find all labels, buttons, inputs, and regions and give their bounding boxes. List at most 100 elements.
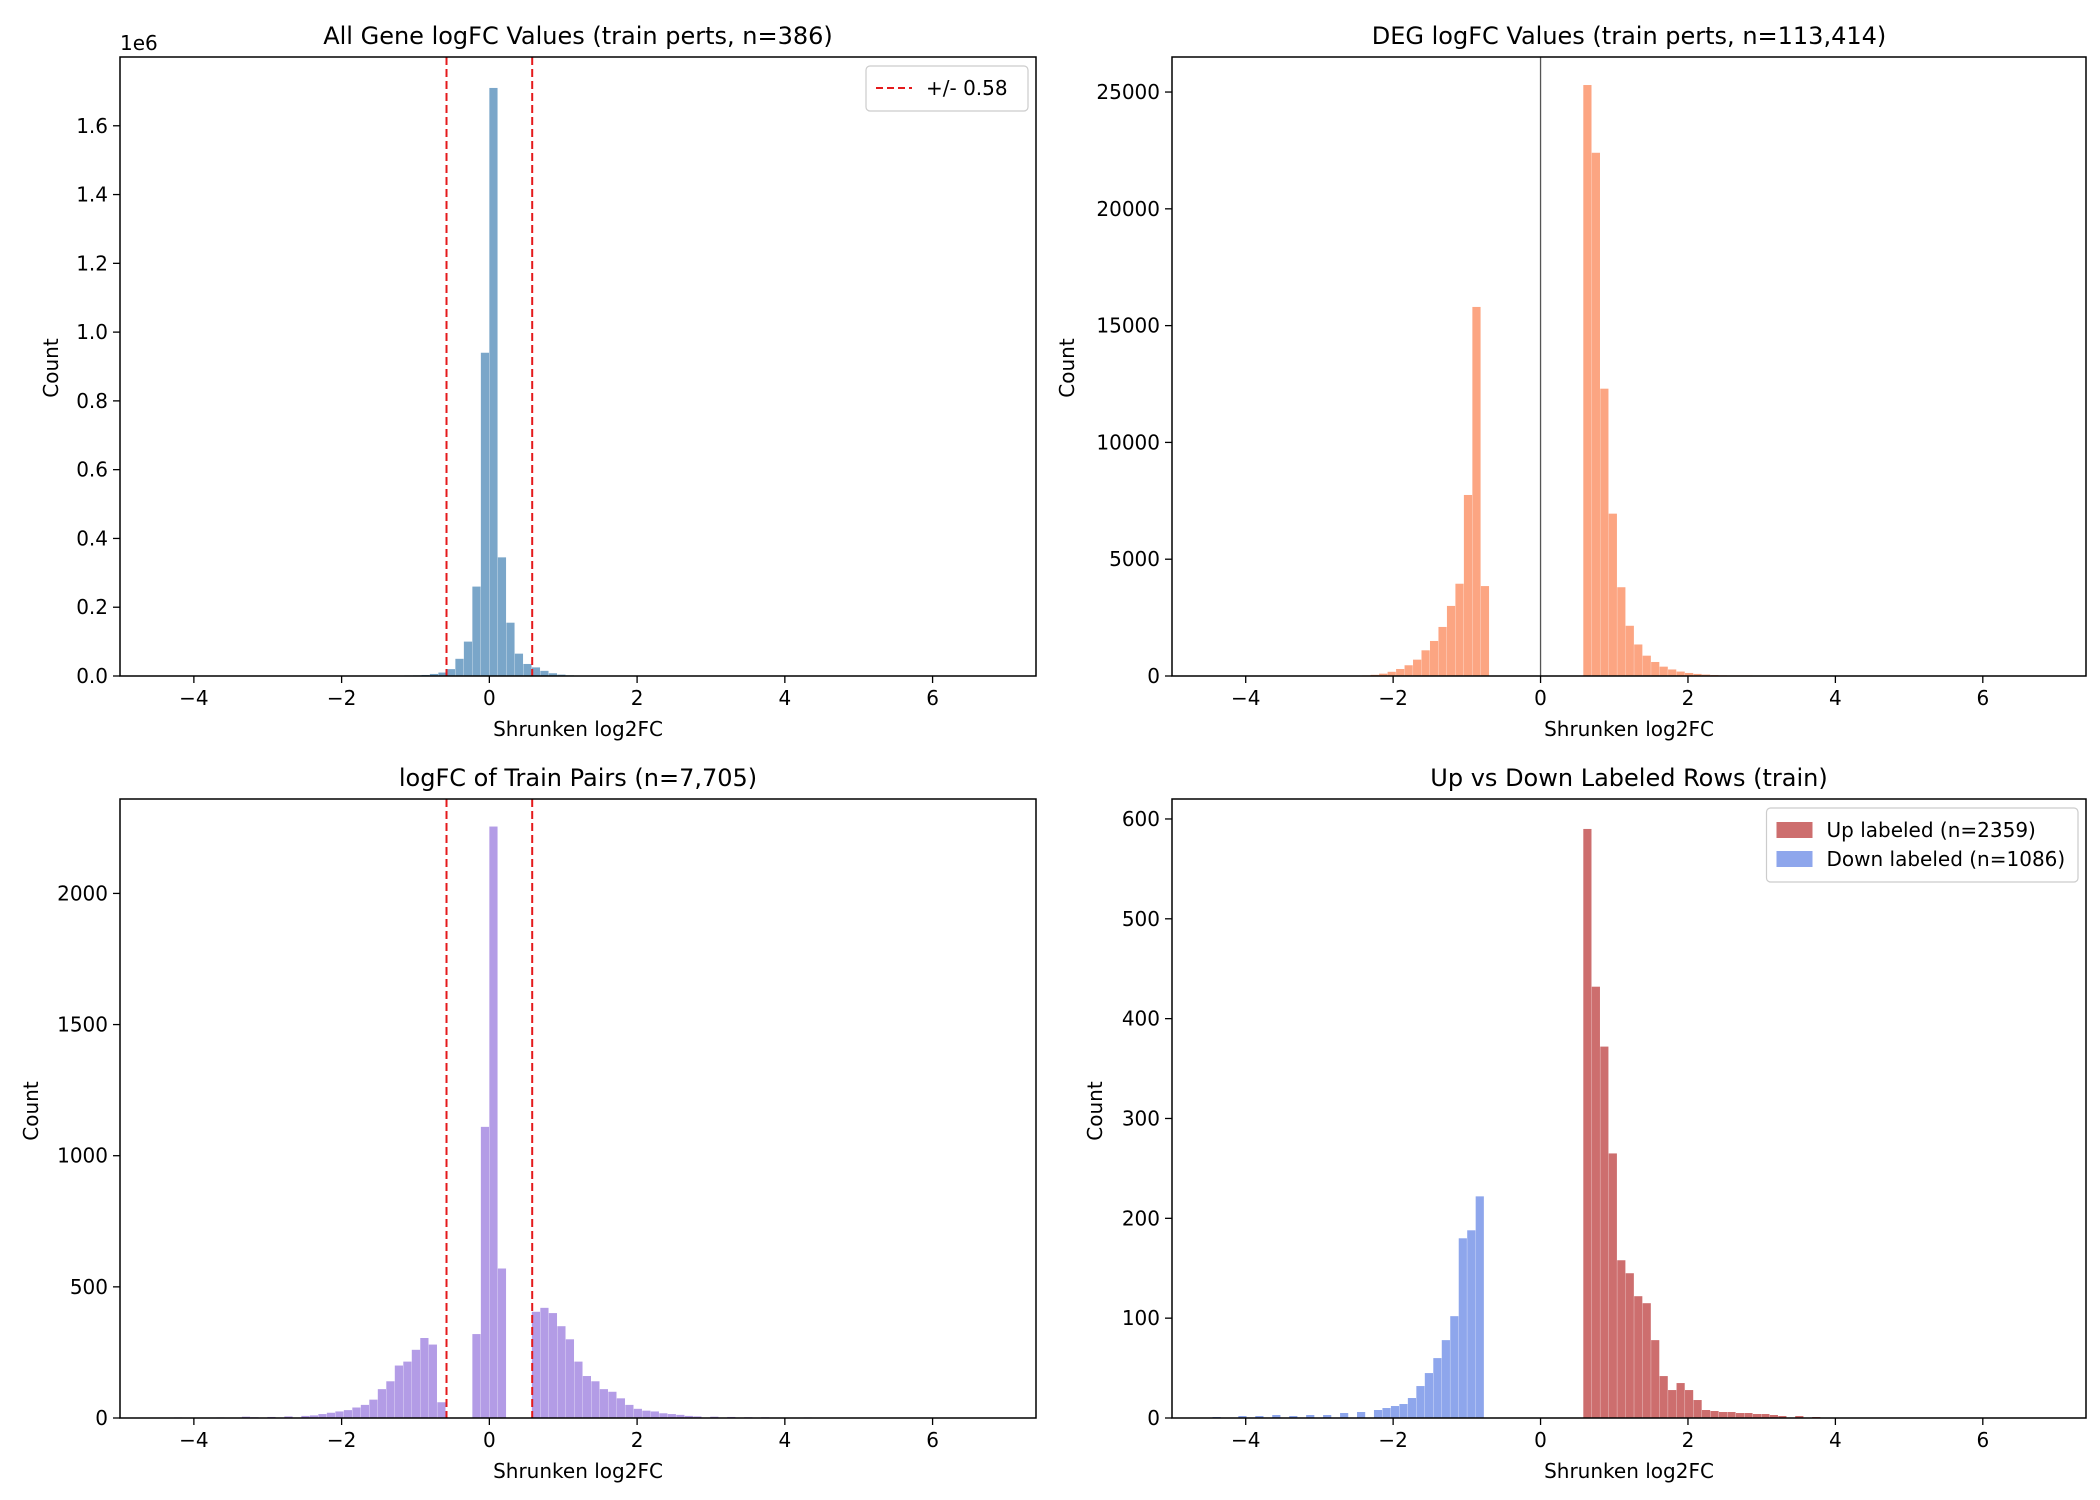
histogram-bar bbox=[1382, 1408, 1391, 1418]
y-tick-label: 1.6 bbox=[76, 114, 108, 138]
histogram-bar bbox=[1340, 1413, 1349, 1418]
histogram-bar bbox=[377, 1389, 387, 1418]
x-axis-label: Shrunken log2FC bbox=[1544, 717, 1714, 741]
y-tick-label: 0 bbox=[1147, 664, 1160, 688]
legend-label: +/- 0.58 bbox=[926, 76, 1008, 100]
histogram-bar bbox=[1685, 1390, 1694, 1418]
panel-train-pairs: logFC of Train Pairs (n=7,705) Count Shr… bbox=[19, 764, 1037, 1483]
y-tick-label: 0.2 bbox=[76, 595, 108, 619]
y-tick-label: 25000 bbox=[1096, 80, 1160, 104]
histogram-bar bbox=[1591, 152, 1600, 676]
histogram-bar bbox=[352, 1407, 361, 1418]
histogram-bar bbox=[386, 1381, 395, 1418]
axes-frame bbox=[119, 56, 1037, 677]
histogram-bar bbox=[1761, 1414, 1770, 1418]
histogram-bar bbox=[1421, 650, 1430, 676]
histogram-bar bbox=[420, 1338, 429, 1418]
y-tick-label: 0.8 bbox=[76, 389, 108, 413]
histogram-bar bbox=[326, 1412, 336, 1418]
x-tick-label: 6 bbox=[1976, 1428, 1989, 1452]
histogram-bar bbox=[1475, 1196, 1484, 1418]
histogram-bar bbox=[438, 672, 447, 676]
histogram-bar bbox=[480, 1126, 490, 1418]
histogram-bar bbox=[514, 653, 524, 676]
legend: +/- 0.58 bbox=[865, 65, 1029, 112]
histogram-bar bbox=[1795, 1416, 1804, 1418]
histogram-bar bbox=[650, 1411, 659, 1418]
histogram-bar bbox=[360, 1404, 370, 1418]
histogram-bar bbox=[557, 1326, 566, 1418]
histogram-bar bbox=[667, 1414, 676, 1418]
histogram-bar bbox=[1407, 1398, 1417, 1418]
legend-swatch bbox=[1776, 851, 1813, 867]
histogram-bar bbox=[565, 1339, 575, 1418]
histogram-bar bbox=[1416, 1386, 1425, 1418]
y-tick-label: 500 bbox=[70, 1275, 108, 1299]
histogram-bar bbox=[531, 1311, 541, 1418]
histogram-bar bbox=[1357, 1412, 1366, 1418]
histogram-bar bbox=[1306, 1415, 1315, 1418]
x-tick-label: 6 bbox=[1976, 686, 1989, 710]
histogram-bar bbox=[1429, 640, 1439, 676]
histogram-bar bbox=[437, 1402, 446, 1418]
bars bbox=[1212, 828, 1821, 1418]
histogram-bar bbox=[403, 1361, 412, 1418]
histogram-bar bbox=[472, 586, 481, 676]
y-tick-label: 0.0 bbox=[76, 664, 108, 688]
histogram-bar bbox=[1390, 1406, 1400, 1418]
y-tick-label: 0.4 bbox=[76, 526, 108, 550]
histogram-bar bbox=[1625, 1273, 1634, 1418]
histogram-bar bbox=[1617, 587, 1626, 676]
histogram-bar bbox=[625, 1404, 634, 1418]
x-tick-label: −2 bbox=[1378, 686, 1407, 710]
histogram-bar bbox=[1600, 1046, 1609, 1418]
y-tick-label: 1.4 bbox=[76, 183, 108, 207]
histogram-bar bbox=[489, 87, 498, 676]
panel-title: All Gene logFC Values (train perts, n=38… bbox=[323, 22, 833, 50]
histogram-bar bbox=[1404, 665, 1413, 676]
legend-box bbox=[865, 65, 1029, 112]
histogram-bar bbox=[455, 658, 464, 676]
histogram-bar bbox=[429, 673, 439, 676]
histogram-bar bbox=[616, 1398, 625, 1418]
histogram-bar bbox=[1441, 1340, 1450, 1418]
x-tick-label: 0 bbox=[483, 686, 496, 710]
x-tick-label: 2 bbox=[631, 686, 644, 710]
histogram-bar bbox=[318, 1414, 327, 1418]
histogram-bar bbox=[309, 1415, 319, 1418]
histogram-bar bbox=[394, 1365, 403, 1418]
x-tick-label: −2 bbox=[1378, 1428, 1407, 1452]
histogram-bar bbox=[1450, 1316, 1459, 1418]
y-axis-label: Count bbox=[19, 1081, 43, 1141]
histogram-bar bbox=[1238, 1416, 1247, 1418]
histogram-bar bbox=[1433, 1358, 1442, 1418]
histogram-bar bbox=[1693, 673, 1702, 676]
histogram-bar bbox=[497, 1268, 507, 1418]
x-tick-label: 0 bbox=[1534, 686, 1547, 710]
histogram-bar bbox=[1659, 1376, 1668, 1418]
histogram-bar bbox=[1323, 1415, 1332, 1418]
histogram-bar bbox=[642, 1410, 651, 1418]
histogram-bar bbox=[428, 1344, 437, 1418]
histogram-bar bbox=[531, 667, 541, 676]
histogram-bar bbox=[446, 669, 456, 676]
histogram-bar bbox=[548, 1313, 558, 1418]
y-tick-label: 300 bbox=[1122, 1106, 1160, 1130]
histogram-bar bbox=[1446, 605, 1456, 676]
axes-frame bbox=[1171, 56, 2087, 677]
histogram-bar bbox=[1373, 1410, 1383, 1418]
histogram-bar bbox=[1642, 1303, 1651, 1418]
x-tick-label: 2 bbox=[1682, 686, 1695, 710]
histogram-bar bbox=[1480, 586, 1490, 676]
histogram-bar bbox=[523, 663, 532, 676]
x-tick-label: −2 bbox=[327, 1428, 356, 1452]
histogram-bar bbox=[1413, 659, 1422, 676]
x-tick-label: −4 bbox=[179, 1428, 208, 1452]
histogram-bar bbox=[591, 1381, 600, 1418]
histogram-bar bbox=[284, 1416, 293, 1418]
x-axis-label: Shrunken log2FC bbox=[493, 1459, 663, 1483]
histogram-bar bbox=[343, 1410, 353, 1418]
legend-swatch bbox=[1776, 822, 1813, 838]
histogram-bar bbox=[1255, 1416, 1264, 1418]
